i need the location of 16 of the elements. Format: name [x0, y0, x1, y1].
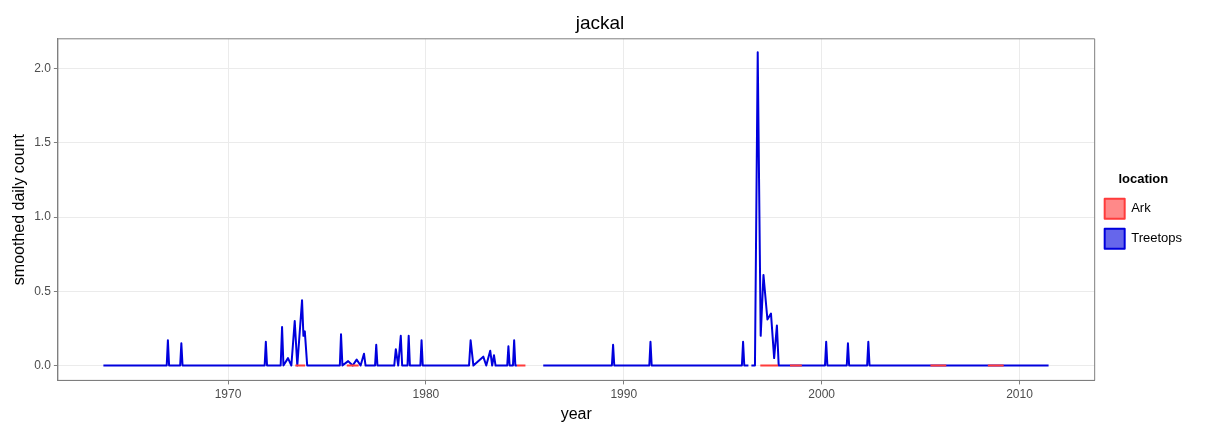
- legend-label: Ark: [1131, 200, 1152, 216]
- y-tick-label: 1.0: [34, 209, 52, 224]
- y-axis-title: smoothed daily count: [10, 133, 28, 286]
- y-tick-label: 2.0: [34, 60, 52, 75]
- x-tick-label: 1970: [214, 386, 242, 401]
- x-tick-label: 1990: [610, 386, 638, 401]
- x-tick-label: 2000: [808, 386, 836, 401]
- y-tick-label: 0.0: [34, 357, 52, 372]
- legend-title: location: [1118, 171, 1169, 187]
- chart-title: jackal: [574, 11, 625, 33]
- y-tick-label: 1.5: [34, 135, 52, 150]
- x-tick-label: 1980: [412, 386, 440, 401]
- x-tick-label: 2010: [1006, 386, 1034, 401]
- legend-label: Treetops: [1131, 230, 1183, 246]
- y-tick-label: 0.5: [34, 283, 52, 298]
- x-axis-title: year: [560, 404, 593, 422]
